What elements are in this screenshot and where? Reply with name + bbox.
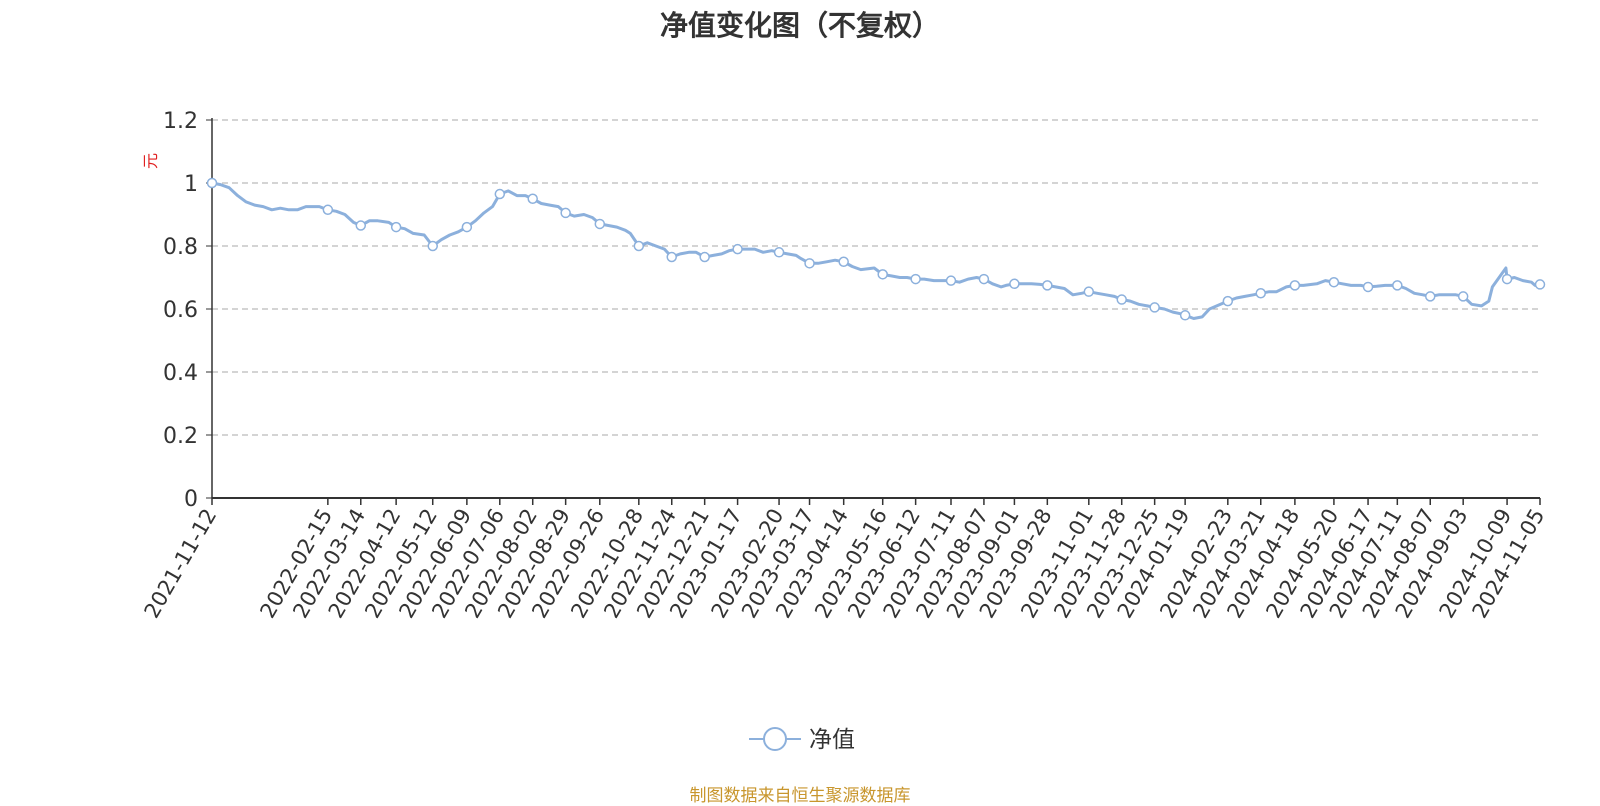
data-point-marker [594, 218, 606, 230]
data-point-marker [1501, 273, 1513, 285]
data-point-marker [1289, 280, 1301, 291]
data-point-marker [1534, 279, 1546, 290]
data-point-marker [1392, 280, 1403, 291]
data-point-marker [1009, 278, 1020, 290]
y-tick-label: 1 [184, 172, 198, 197]
data-point-marker [355, 220, 367, 231]
data-point-marker [461, 221, 473, 233]
y-tick-label: 0 [184, 487, 198, 512]
series-line [210, 181, 1542, 320]
data-point-marker [1222, 295, 1234, 307]
grid-layer [212, 119, 1540, 436]
data-point-marker [527, 193, 538, 204]
data-point-marker [1328, 276, 1340, 288]
data-point-marker [633, 240, 645, 252]
data-point-marker [322, 204, 334, 216]
data-point-marker [206, 177, 218, 189]
data-point-marker [494, 188, 506, 200]
y-tick-label: 0.6 [163, 298, 198, 323]
data-point-marker [804, 258, 815, 269]
y-tick-label: 0.2 [163, 424, 198, 449]
data-point-marker [427, 240, 438, 252]
data-point-marker [1255, 288, 1266, 299]
data-point-marker [1457, 291, 1469, 302]
legend-label: 净值 [809, 727, 855, 753]
data-point-marker [910, 273, 921, 285]
y-tick-label: 1.2 [163, 109, 198, 134]
data-point-marker [1042, 280, 1053, 291]
data-point-marker [699, 251, 710, 263]
chart-title: 净值变化图（不复权） [659, 9, 940, 42]
data-point-marker [1362, 281, 1374, 293]
series-layer [206, 177, 1546, 321]
data-point-marker [945, 275, 957, 286]
data-point-marker [1116, 294, 1127, 305]
data-point-marker [1179, 310, 1191, 321]
data-point-marker [560, 207, 571, 219]
x-tick-label: 2021-11-12 [140, 505, 222, 623]
data-point-marker [666, 251, 677, 263]
data-point-marker [1083, 286, 1095, 297]
y-tick-label: 0.8 [163, 235, 198, 260]
data-point-marker [1149, 302, 1160, 313]
data-point-marker [732, 243, 743, 255]
legend-circle-icon [763, 727, 787, 751]
data-point-marker [1424, 291, 1436, 302]
data-point-marker [390, 221, 402, 233]
legend[interactable]: 净值 [749, 727, 855, 753]
data-point-marker [838, 256, 849, 267]
y-axis-label: 元 [141, 153, 160, 169]
y-tick-label: 0.4 [163, 361, 198, 386]
data-source-note: 制图数据来自恒生聚源数据库 [689, 786, 911, 806]
data-point-marker [877, 269, 888, 280]
data-point-marker [978, 273, 990, 285]
data-point-marker [773, 247, 785, 258]
